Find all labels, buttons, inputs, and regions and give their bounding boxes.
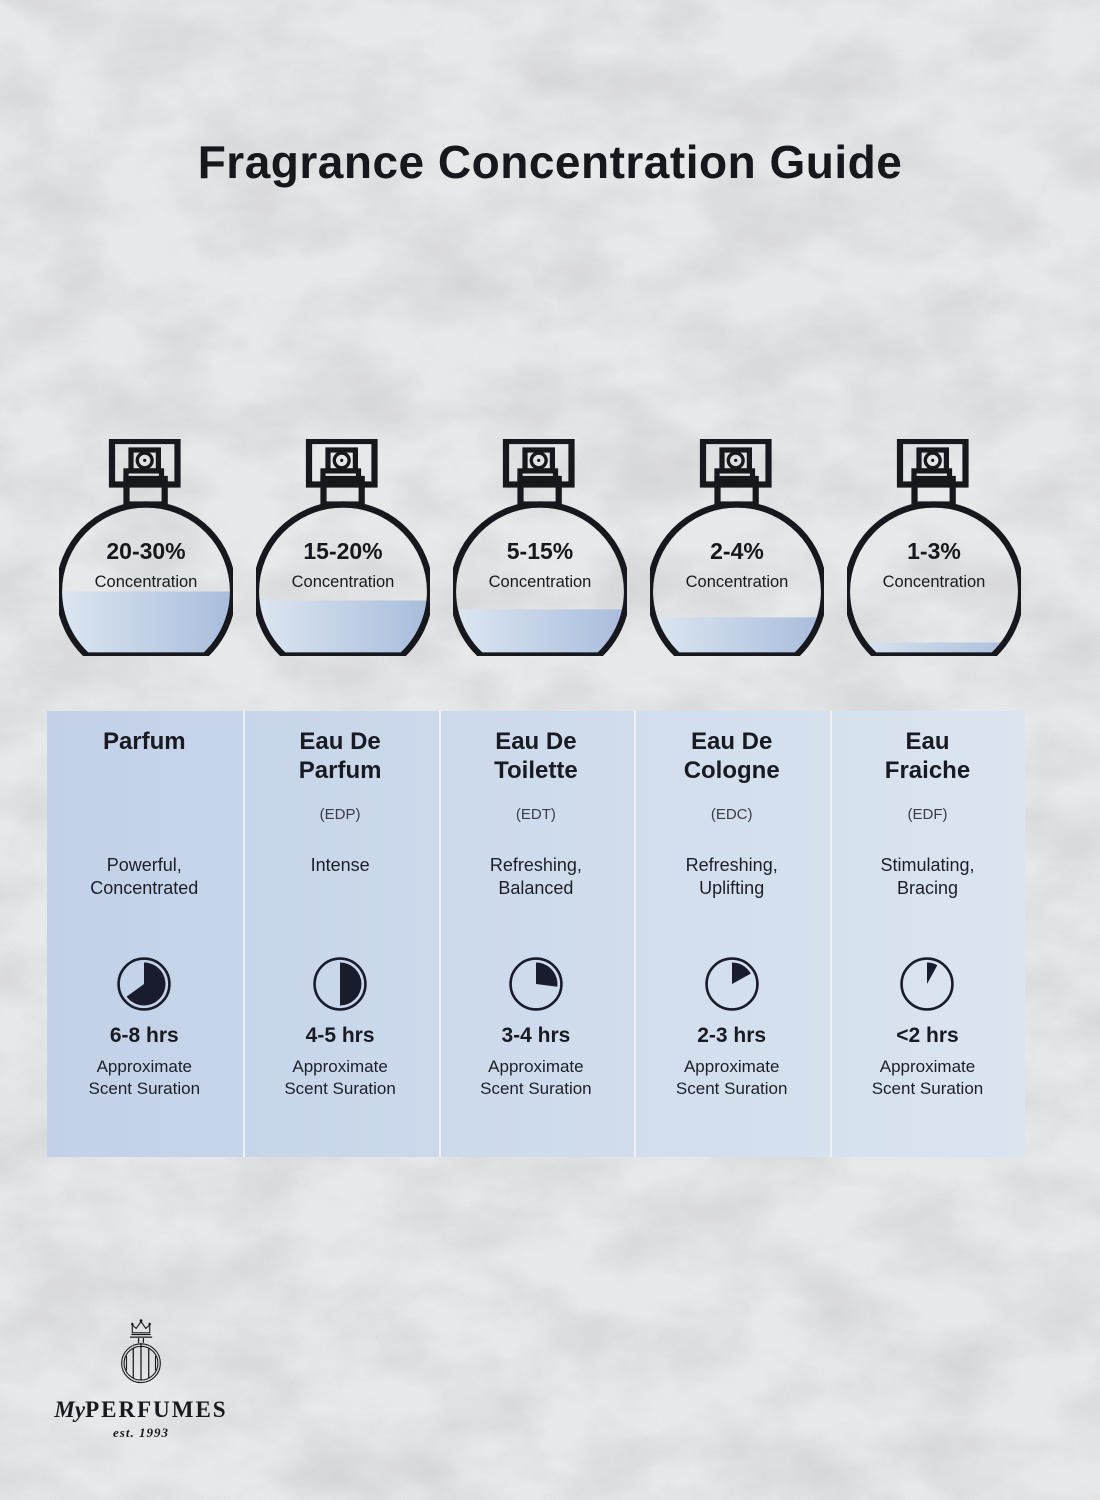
svg-text:5-15%: 5-15%	[506, 538, 572, 564]
svg-text:Concentration: Concentration	[488, 573, 591, 591]
svg-text:15-20%: 15-20%	[303, 538, 382, 564]
svg-text:2-4%: 2-4%	[710, 538, 764, 564]
svg-text:Concentration: Concentration	[291, 573, 394, 591]
svg-text:Concentration: Concentration	[685, 573, 788, 591]
svg-text:1-3%: 1-3%	[907, 538, 961, 564]
svg-text:20-30%: 20-30%	[106, 538, 185, 564]
svg-text:Concentration: Concentration	[882, 573, 985, 591]
svg-text:Concentration: Concentration	[94, 573, 197, 591]
